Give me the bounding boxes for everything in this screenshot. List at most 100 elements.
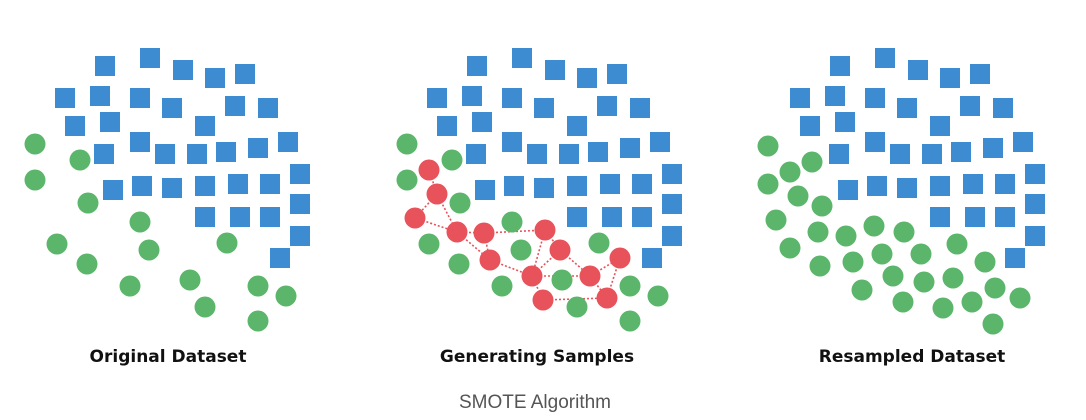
majority-square	[588, 142, 608, 162]
label-original-dataset: Original Dataset	[90, 347, 247, 367]
majority-square	[140, 48, 160, 68]
majority-square	[155, 144, 175, 164]
minority-circle	[882, 265, 904, 287]
majority-square	[216, 142, 236, 162]
minority-circle	[588, 232, 610, 254]
majority-square	[427, 88, 447, 108]
majority-square	[534, 178, 554, 198]
minority-circle	[982, 313, 1004, 335]
minority-circle	[46, 233, 68, 255]
minority-circle	[984, 277, 1006, 299]
majority-square	[195, 176, 215, 196]
majority-square	[248, 138, 268, 158]
synthetic-circle	[549, 239, 571, 261]
minority-circle	[757, 173, 779, 195]
majority-square	[95, 56, 115, 76]
majority-square	[472, 112, 492, 132]
majority-square	[437, 116, 457, 136]
majority-square	[867, 176, 887, 196]
majority-square	[835, 112, 855, 132]
majority-square	[890, 144, 910, 164]
majority-square	[662, 226, 682, 246]
majority-square	[228, 174, 248, 194]
majority-square	[908, 60, 928, 80]
minority-circle	[765, 209, 787, 231]
majority-square	[467, 56, 487, 76]
synthetic-circle	[404, 207, 426, 229]
majority-square	[620, 138, 640, 158]
majority-square	[462, 86, 482, 106]
minority-circle	[779, 237, 801, 259]
synthetic-circle	[521, 265, 543, 287]
majority-square	[790, 88, 810, 108]
majority-square	[602, 207, 622, 227]
label-resampled-dataset: Resampled Dataset	[819, 347, 1006, 367]
interpolation-link	[606, 257, 621, 299]
synthetic-circle	[609, 247, 631, 269]
minority-circle	[619, 275, 641, 297]
majority-square	[290, 164, 310, 184]
majority-square	[290, 226, 310, 246]
majority-square	[162, 98, 182, 118]
minority-circle	[757, 135, 779, 157]
majority-square	[642, 248, 662, 268]
minority-circle	[932, 297, 954, 319]
minority-circle	[441, 149, 463, 171]
synthetic-circle	[532, 289, 554, 311]
minority-circle	[893, 221, 915, 243]
majority-square	[577, 68, 597, 88]
majority-square	[65, 116, 85, 136]
majority-square	[504, 176, 524, 196]
majority-square	[600, 174, 620, 194]
majority-square	[662, 194, 682, 214]
minority-circle	[913, 271, 935, 293]
minority-circle	[247, 275, 269, 297]
minority-circle	[942, 267, 964, 289]
majority-square	[632, 207, 652, 227]
majority-square	[502, 88, 522, 108]
minority-circle	[501, 211, 523, 233]
minority-circle	[871, 243, 893, 265]
majority-square	[260, 207, 280, 227]
majority-square	[922, 144, 942, 164]
majority-square	[865, 88, 885, 108]
minority-circle	[807, 221, 829, 243]
synthetic-circle	[473, 222, 495, 244]
minority-circle	[76, 253, 98, 275]
majority-square	[132, 176, 152, 196]
synthetic-circle	[596, 287, 618, 309]
majority-square	[662, 164, 682, 184]
minority-circle	[275, 285, 297, 307]
minority-circle	[449, 192, 471, 214]
majority-square	[258, 98, 278, 118]
minority-circle	[801, 151, 823, 173]
minority-circle	[851, 279, 873, 301]
majority-square	[567, 116, 587, 136]
majority-square	[825, 86, 845, 106]
majority-square	[630, 98, 650, 118]
minority-circle	[194, 296, 216, 318]
majority-square	[930, 176, 950, 196]
minority-circle	[216, 232, 238, 254]
minority-circle	[247, 310, 269, 332]
majority-square	[466, 144, 486, 164]
majority-square	[55, 88, 75, 108]
minority-circle	[892, 291, 914, 313]
majority-square	[235, 64, 255, 84]
majority-square	[1005, 248, 1025, 268]
majority-square	[567, 176, 587, 196]
caption-smote-algorithm: SMOTE Algorithm	[459, 392, 611, 413]
minority-circle	[809, 255, 831, 277]
majority-square	[597, 96, 617, 116]
minority-circle	[863, 215, 885, 237]
minority-circle	[129, 211, 151, 233]
panel-original-dataset	[24, 48, 310, 332]
minority-circle	[779, 161, 801, 183]
panel-resampled-dataset	[757, 48, 1045, 335]
minority-circle	[491, 275, 513, 297]
majority-square	[1013, 132, 1033, 152]
majority-square	[130, 88, 150, 108]
synthetic-circle	[418, 159, 440, 181]
minority-circle	[961, 291, 983, 313]
synthetic-circle	[446, 221, 468, 243]
